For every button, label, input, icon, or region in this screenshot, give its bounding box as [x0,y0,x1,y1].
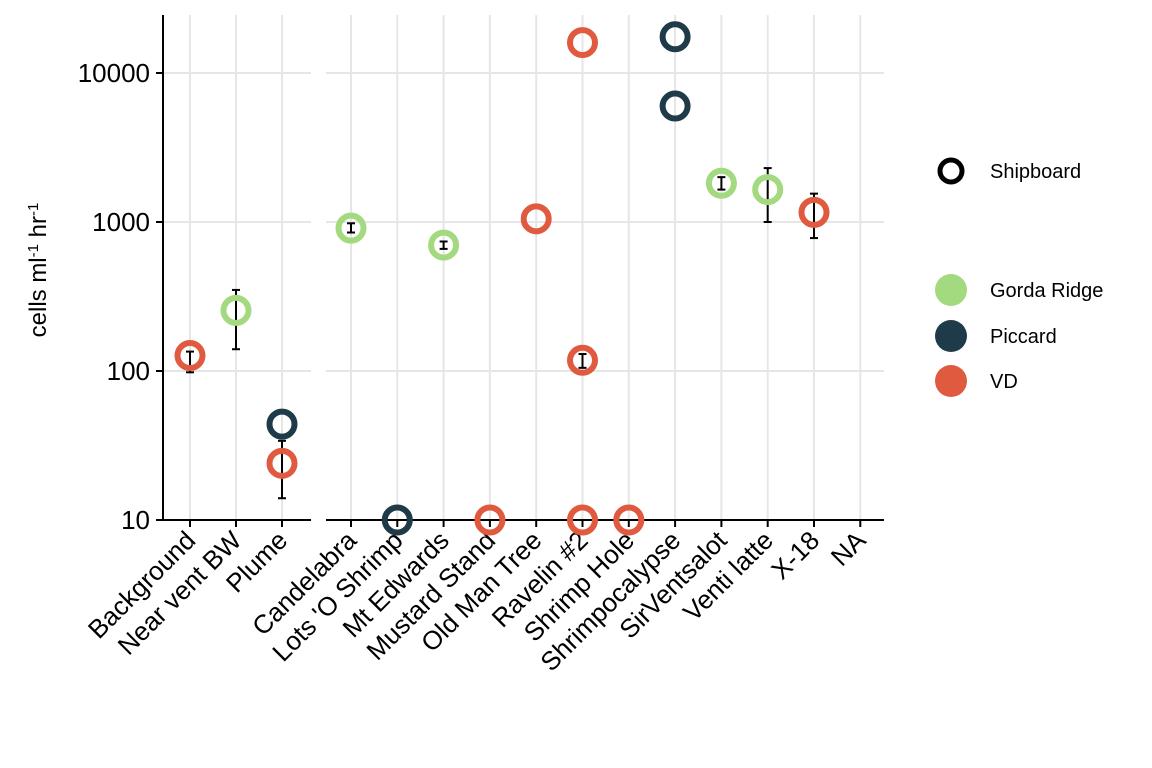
legend-key-shipboard [937,157,965,185]
legend-label: Shipboard [990,161,1081,183]
data-point [567,504,598,536]
data-point [613,504,645,536]
y-axis-title: cells ml-1 hr-1 [25,203,53,338]
legend-key [935,320,967,352]
data-point [798,196,830,228]
legend-key [935,274,967,306]
axes [156,15,884,527]
y-tick-label: 10 [121,505,150,535]
data-point [266,447,298,479]
data-point [220,294,252,326]
data-point [381,504,413,536]
data-point [705,167,737,199]
legend-label: Piccard [990,326,1057,348]
legend-label: Gorda Ridge [990,280,1103,302]
data-point [659,90,691,122]
legend-key [935,365,967,397]
data-point [474,504,506,536]
y-tick-label: 1000 [92,207,150,237]
y-tick-label: 100 [107,356,150,386]
x-tick-label: NA [825,525,872,572]
data-point [335,212,367,244]
data-point [428,229,460,261]
grid-lines [163,15,884,521]
data-points [174,21,830,536]
data-point [174,340,206,372]
legend: Shipboard Gorda Ridge Piccard VD [935,157,1103,397]
y-tick-label: 10000 [78,58,150,88]
data-point [266,408,298,440]
legend-label: VD [990,371,1018,393]
data-point [567,344,598,376]
y-tick-labels: 10 100 1000 10000 [78,58,150,535]
data-point [520,203,552,235]
data-point [567,27,598,59]
x-tick-label: X-18 [765,525,825,585]
data-point [659,21,691,53]
data-point [752,174,784,206]
